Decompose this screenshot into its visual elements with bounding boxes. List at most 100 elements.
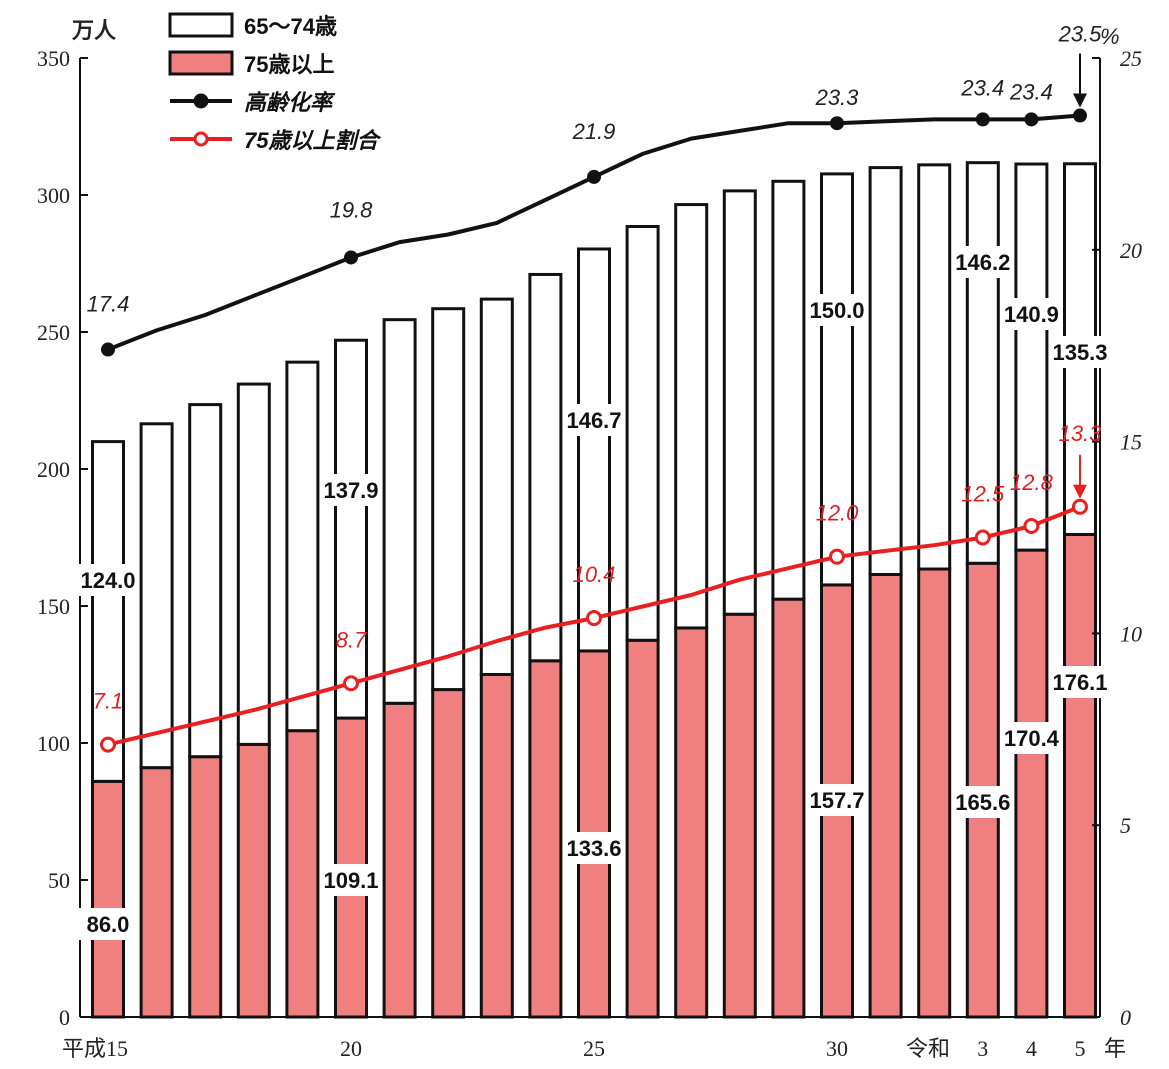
bar-value-65-74: 150.0 bbox=[809, 298, 864, 323]
legend-marker bbox=[193, 131, 209, 147]
bar-value-75-over-box bbox=[1049, 666, 1111, 698]
bar-value-75-over: 86.0 bbox=[87, 912, 130, 937]
bar-value-75-over: 157.7 bbox=[809, 788, 864, 813]
over-75-ratio-marker bbox=[100, 736, 116, 753]
right-tick-label: 10 bbox=[1120, 621, 1142, 646]
bar-value-65-74: 135.3 bbox=[1052, 340, 1107, 365]
bar-65-74 bbox=[674, 203, 709, 630]
legend-label: 75歳以上割合 bbox=[244, 128, 381, 153]
aging-rate-label: 19.8 bbox=[330, 197, 374, 222]
bar-value-75-over-box bbox=[1000, 722, 1063, 754]
bar-value-75-over: 133.6 bbox=[566, 836, 621, 861]
bar-75-over bbox=[139, 766, 174, 1019]
over-75-ratio-arrow-head bbox=[1073, 484, 1087, 499]
bar-65-74 bbox=[91, 440, 125, 783]
aging-rate-marker bbox=[587, 169, 601, 184]
bar-65-74 bbox=[139, 422, 174, 770]
bar-75-over bbox=[479, 673, 514, 1019]
bars-group bbox=[91, 161, 1097, 1019]
bar-value-65-74-box bbox=[1000, 298, 1063, 330]
bar-75-over bbox=[722, 612, 757, 1019]
bar-value-75-over: 165.6 bbox=[955, 790, 1010, 815]
right-unit-label: % bbox=[1100, 24, 1120, 49]
bar-value-65-74-box bbox=[563, 404, 625, 436]
bar-value-65-74-box bbox=[77, 564, 139, 596]
right-tick-label: 5 bbox=[1120, 813, 1131, 838]
bar-value-75-over-box bbox=[77, 908, 139, 940]
bar-75-over bbox=[91, 779, 125, 1019]
bar-75-over bbox=[1063, 532, 1097, 1019]
over-75-ratio-label: 8.7 bbox=[336, 627, 367, 652]
legend-swatch bbox=[168, 12, 234, 38]
over-75-ratio-label: 13.3 bbox=[1059, 421, 1103, 446]
legend-label: 65～74歳 bbox=[244, 14, 337, 39]
left-tick-label: 100 bbox=[37, 731, 70, 756]
over-75-ratio-marker bbox=[974, 529, 991, 546]
bar-75-over bbox=[236, 742, 271, 1019]
left-tick-label: 350 bbox=[37, 46, 70, 71]
bar-65-74 bbox=[188, 403, 223, 759]
bar-value-75-over: 109.1 bbox=[323, 868, 378, 893]
bar-value-65-74-box bbox=[806, 294, 868, 326]
legend-swatch bbox=[168, 50, 234, 76]
bar-value-65-74-box bbox=[951, 246, 1014, 278]
aging-rate-label: 23.5 bbox=[1058, 22, 1103, 47]
bar-75-over bbox=[771, 597, 806, 1019]
bar-value-65-74: 124.0 bbox=[80, 568, 135, 593]
bar-value-75-over-box bbox=[951, 786, 1014, 818]
legend-label: 高齢化率 bbox=[244, 90, 336, 115]
left-tick-label: 200 bbox=[37, 457, 70, 482]
aging-rate-marker bbox=[101, 342, 115, 357]
bar-65-74 bbox=[965, 161, 1000, 565]
bar-75-over bbox=[382, 701, 417, 1019]
aging-rate-label: 23.4 bbox=[960, 75, 1004, 100]
labels-group: 86.0 124.0 109.1 137.9 133.6 146.7 157.7 150.0 1… bbox=[77, 22, 1111, 940]
aging-rate-label: 21.9 bbox=[572, 119, 616, 144]
x-tick-label: 3 bbox=[977, 1036, 988, 1061]
over-75-ratio-marker bbox=[1072, 498, 1088, 515]
right-tick-label: 15 bbox=[1120, 430, 1142, 455]
left-tick-label: 0 bbox=[59, 1005, 70, 1030]
bar-65-74 bbox=[577, 247, 611, 653]
over-75-ratio-label: 10.4 bbox=[573, 562, 616, 587]
over-75-ratio-label: 12.5 bbox=[961, 482, 1005, 507]
bar-value-65-74: 146.7 bbox=[566, 408, 621, 433]
bar-65-74 bbox=[285, 360, 320, 733]
right-tick-label: 20 bbox=[1120, 238, 1142, 263]
bar-65-74 bbox=[382, 318, 417, 705]
bar-value-65-74-box bbox=[320, 474, 382, 506]
x-tick-label: 30 bbox=[826, 1036, 848, 1061]
bar-75-over bbox=[868, 572, 903, 1019]
bar-75-over bbox=[188, 755, 223, 1019]
left-tick-label: 150 bbox=[37, 594, 70, 619]
over-75-ratio-label: 12.0 bbox=[816, 501, 860, 526]
axes-group: 0 50 100 150 200 250 300 350 0 5 10 15 20 25 万人 % 平成15 20… bbox=[37, 18, 1142, 1061]
aging-rate-marker bbox=[975, 112, 990, 127]
bar-value-75-over: 170.4 bbox=[1004, 726, 1060, 751]
bar-75-over bbox=[285, 729, 320, 1019]
left-tick-label: 50 bbox=[48, 868, 70, 893]
aging-rate-label: 23.4 bbox=[1009, 79, 1053, 104]
bar-65-74 bbox=[917, 163, 952, 571]
aging-rate-marker bbox=[344, 250, 358, 265]
bar-65-74 bbox=[722, 189, 757, 616]
bar-value-75-over-box bbox=[563, 832, 625, 864]
x-tick-label: 令和 bbox=[906, 1036, 950, 1061]
aging-rate-marker bbox=[830, 116, 844, 131]
lines-group bbox=[100, 108, 1088, 753]
bar-value-65-74-box bbox=[1049, 336, 1111, 368]
right-tick-label: 0 bbox=[1120, 1005, 1131, 1030]
bar-65-74 bbox=[334, 338, 368, 720]
over-75-ratio-marker bbox=[1023, 517, 1040, 534]
bar-75-over bbox=[528, 659, 563, 1019]
left-tick-label: 300 bbox=[37, 183, 70, 208]
bar-75-over bbox=[625, 638, 660, 1019]
bar-75-over bbox=[674, 626, 709, 1019]
x-tick-label: 平成15 bbox=[62, 1036, 128, 1061]
bar-65-74 bbox=[771, 179, 806, 601]
bar-75-over bbox=[431, 688, 466, 1019]
bar-65-74 bbox=[431, 307, 466, 692]
bar-65-74 bbox=[236, 382, 271, 746]
